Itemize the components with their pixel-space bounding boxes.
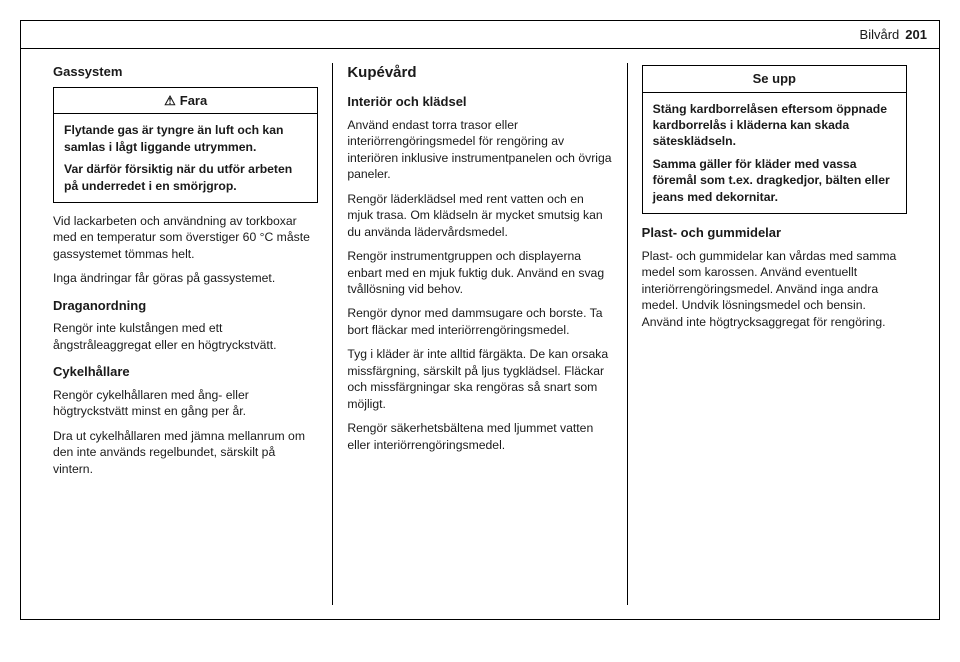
heading-kupevard: Kupévård <box>347 63 612 83</box>
callout-seupp-body: Stäng kardborrelåsen eftersom öppnade ka… <box>643 93 906 214</box>
column-1: Gassystem ⚠ Fara Flytande gas är tyngre … <box>39 63 332 605</box>
callout-fara-head: ⚠ Fara <box>54 88 317 115</box>
column-3: Se upp Stäng kardborrelåsen eftersom öpp… <box>627 63 921 605</box>
fara-p1: Flytande gas är tyngre än luft och kan s… <box>64 122 307 155</box>
page-number: 201 <box>905 27 927 42</box>
callout-fara: ⚠ Fara Flytande gas är tyngre än luft oc… <box>53 87 318 203</box>
p-andringar: Inga ändringar får göras på gassystemet. <box>53 270 318 286</box>
heading-plast: Plast- och gummidelar <box>642 224 907 242</box>
manual-page: Bilvård 201 Gassystem ⚠ Fara Flytande ga… <box>20 20 940 620</box>
content-columns: Gassystem ⚠ Fara Flytande gas är tyngre … <box>39 63 921 605</box>
c2-p5: Tyg i kläder är inte alltid färgäkta. De… <box>347 346 612 412</box>
p-cykel2: Dra ut cykelhållaren med jämna mellanrum… <box>53 428 318 477</box>
c2-p4: Rengör dynor med dammsugare och borste. … <box>347 305 612 338</box>
header-title: Bilvård <box>860 27 900 42</box>
column-2: Kupévård Interiör och klädsel Använd end… <box>332 63 626 605</box>
c2-p3: Rengör instrumentgruppen och displayerna… <box>347 248 612 297</box>
c2-p1: Använd endast torra trasor eller interiö… <box>347 117 612 183</box>
fara-p2: Var därför försiktig när du utför arbete… <box>64 161 307 194</box>
callout-seupp-head: Se upp <box>643 66 906 93</box>
p-lackarbeten: Vid lackarbeten och användning av torkbo… <box>53 213 318 262</box>
heading-gassystem: Gassystem <box>53 63 318 81</box>
p-drag: Rengör inte kulstången med ett ångstråle… <box>53 320 318 353</box>
page-header: Bilvård 201 <box>21 21 939 49</box>
callout-seupp: Se upp Stäng kardborrelåsen eftersom öpp… <box>642 65 907 214</box>
heading-cykel: Cykelhållare <box>53 363 318 381</box>
callout-seupp-label: Se upp <box>753 70 796 88</box>
p-cykel1: Rengör cykelhållaren med ång- eller högt… <box>53 387 318 420</box>
c2-p6: Rengör säkerhetsbältena med ljummet vatt… <box>347 420 612 453</box>
seupp-p1: Stäng kardborrelåsen eftersom öppnade ka… <box>653 101 896 150</box>
heading-drag: Draganordning <box>53 297 318 315</box>
warning-icon: ⚠ <box>164 94 176 107</box>
p-plast1: Plast- och gummidelar kan vårdas med sam… <box>642 248 907 330</box>
callout-fara-label: Fara <box>180 92 207 110</box>
seupp-p2: Samma gäller för kläder med vassa föremå… <box>653 156 896 205</box>
c2-p2: Rengör läderklädsel med rent vatten och … <box>347 191 612 240</box>
callout-fara-body: Flytande gas är tyngre än luft och kan s… <box>54 114 317 202</box>
heading-interior: Interiör och klädsel <box>347 93 612 111</box>
